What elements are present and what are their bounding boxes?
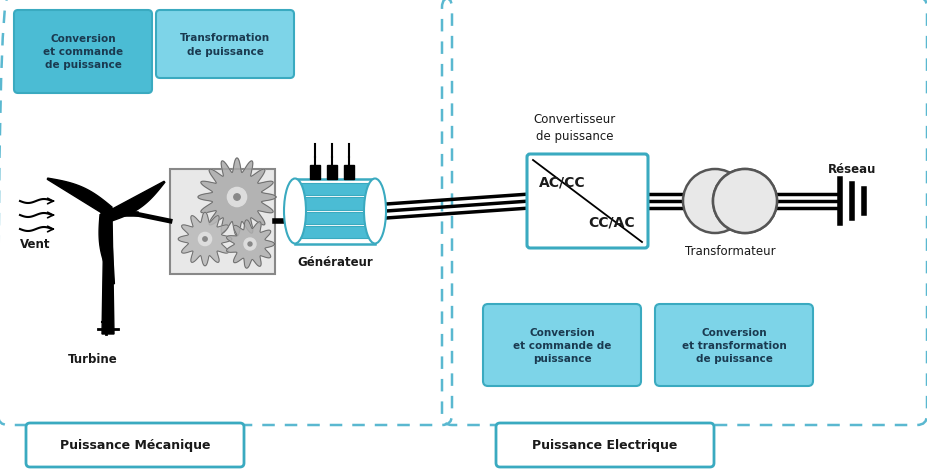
Polygon shape <box>107 182 165 221</box>
Bar <box>170 169 274 275</box>
Circle shape <box>244 238 256 250</box>
Bar <box>310 166 320 179</box>
Bar <box>297 184 373 196</box>
Bar <box>297 198 373 210</box>
Text: Conversion
et commande de
puissance: Conversion et commande de puissance <box>513 327 611 364</box>
Text: Convertisseur
de puissance: Convertisseur de puissance <box>533 113 616 143</box>
Text: Réseau: Réseau <box>827 163 875 176</box>
Text: Conversion
et transformation
de puissance: Conversion et transformation de puissanc… <box>681 327 785 364</box>
Text: CC/AC: CC/AC <box>588 216 635 229</box>
Text: Puissance Mécanique: Puissance Mécanique <box>59 438 210 452</box>
Circle shape <box>682 169 746 234</box>
Bar <box>326 166 337 179</box>
Text: Transformateur: Transformateur <box>684 245 774 258</box>
FancyBboxPatch shape <box>14 11 152 94</box>
Polygon shape <box>102 215 114 334</box>
Ellipse shape <box>363 179 386 244</box>
Bar <box>344 166 353 179</box>
Text: Transformation
de puissance: Transformation de puissance <box>180 33 270 57</box>
FancyBboxPatch shape <box>527 155 647 248</box>
FancyBboxPatch shape <box>156 11 294 79</box>
Text: Vent: Vent <box>19 238 50 251</box>
Circle shape <box>712 169 776 234</box>
Circle shape <box>234 194 240 201</box>
Polygon shape <box>47 179 112 217</box>
Bar <box>297 226 373 238</box>
FancyBboxPatch shape <box>654 304 812 386</box>
Bar <box>295 179 375 245</box>
FancyBboxPatch shape <box>495 423 713 467</box>
Text: Générateur: Générateur <box>297 256 373 269</box>
Circle shape <box>248 242 252 247</box>
Polygon shape <box>226 220 274 268</box>
Circle shape <box>198 233 211 246</box>
Circle shape <box>101 208 115 221</box>
Circle shape <box>203 238 207 242</box>
Polygon shape <box>99 214 114 284</box>
Circle shape <box>712 169 776 234</box>
Polygon shape <box>197 159 275 237</box>
Ellipse shape <box>284 179 306 244</box>
Text: AC/CC: AC/CC <box>538 176 585 189</box>
Text: Turbine: Turbine <box>68 353 118 366</box>
Circle shape <box>227 188 247 207</box>
FancyBboxPatch shape <box>482 304 641 386</box>
FancyBboxPatch shape <box>26 423 244 467</box>
Polygon shape <box>178 213 232 266</box>
Text: Puissance Electrique: Puissance Electrique <box>532 438 677 452</box>
Bar <box>297 212 373 224</box>
Text: Conversion
et commande
de puissance: Conversion et commande de puissance <box>43 34 123 70</box>
